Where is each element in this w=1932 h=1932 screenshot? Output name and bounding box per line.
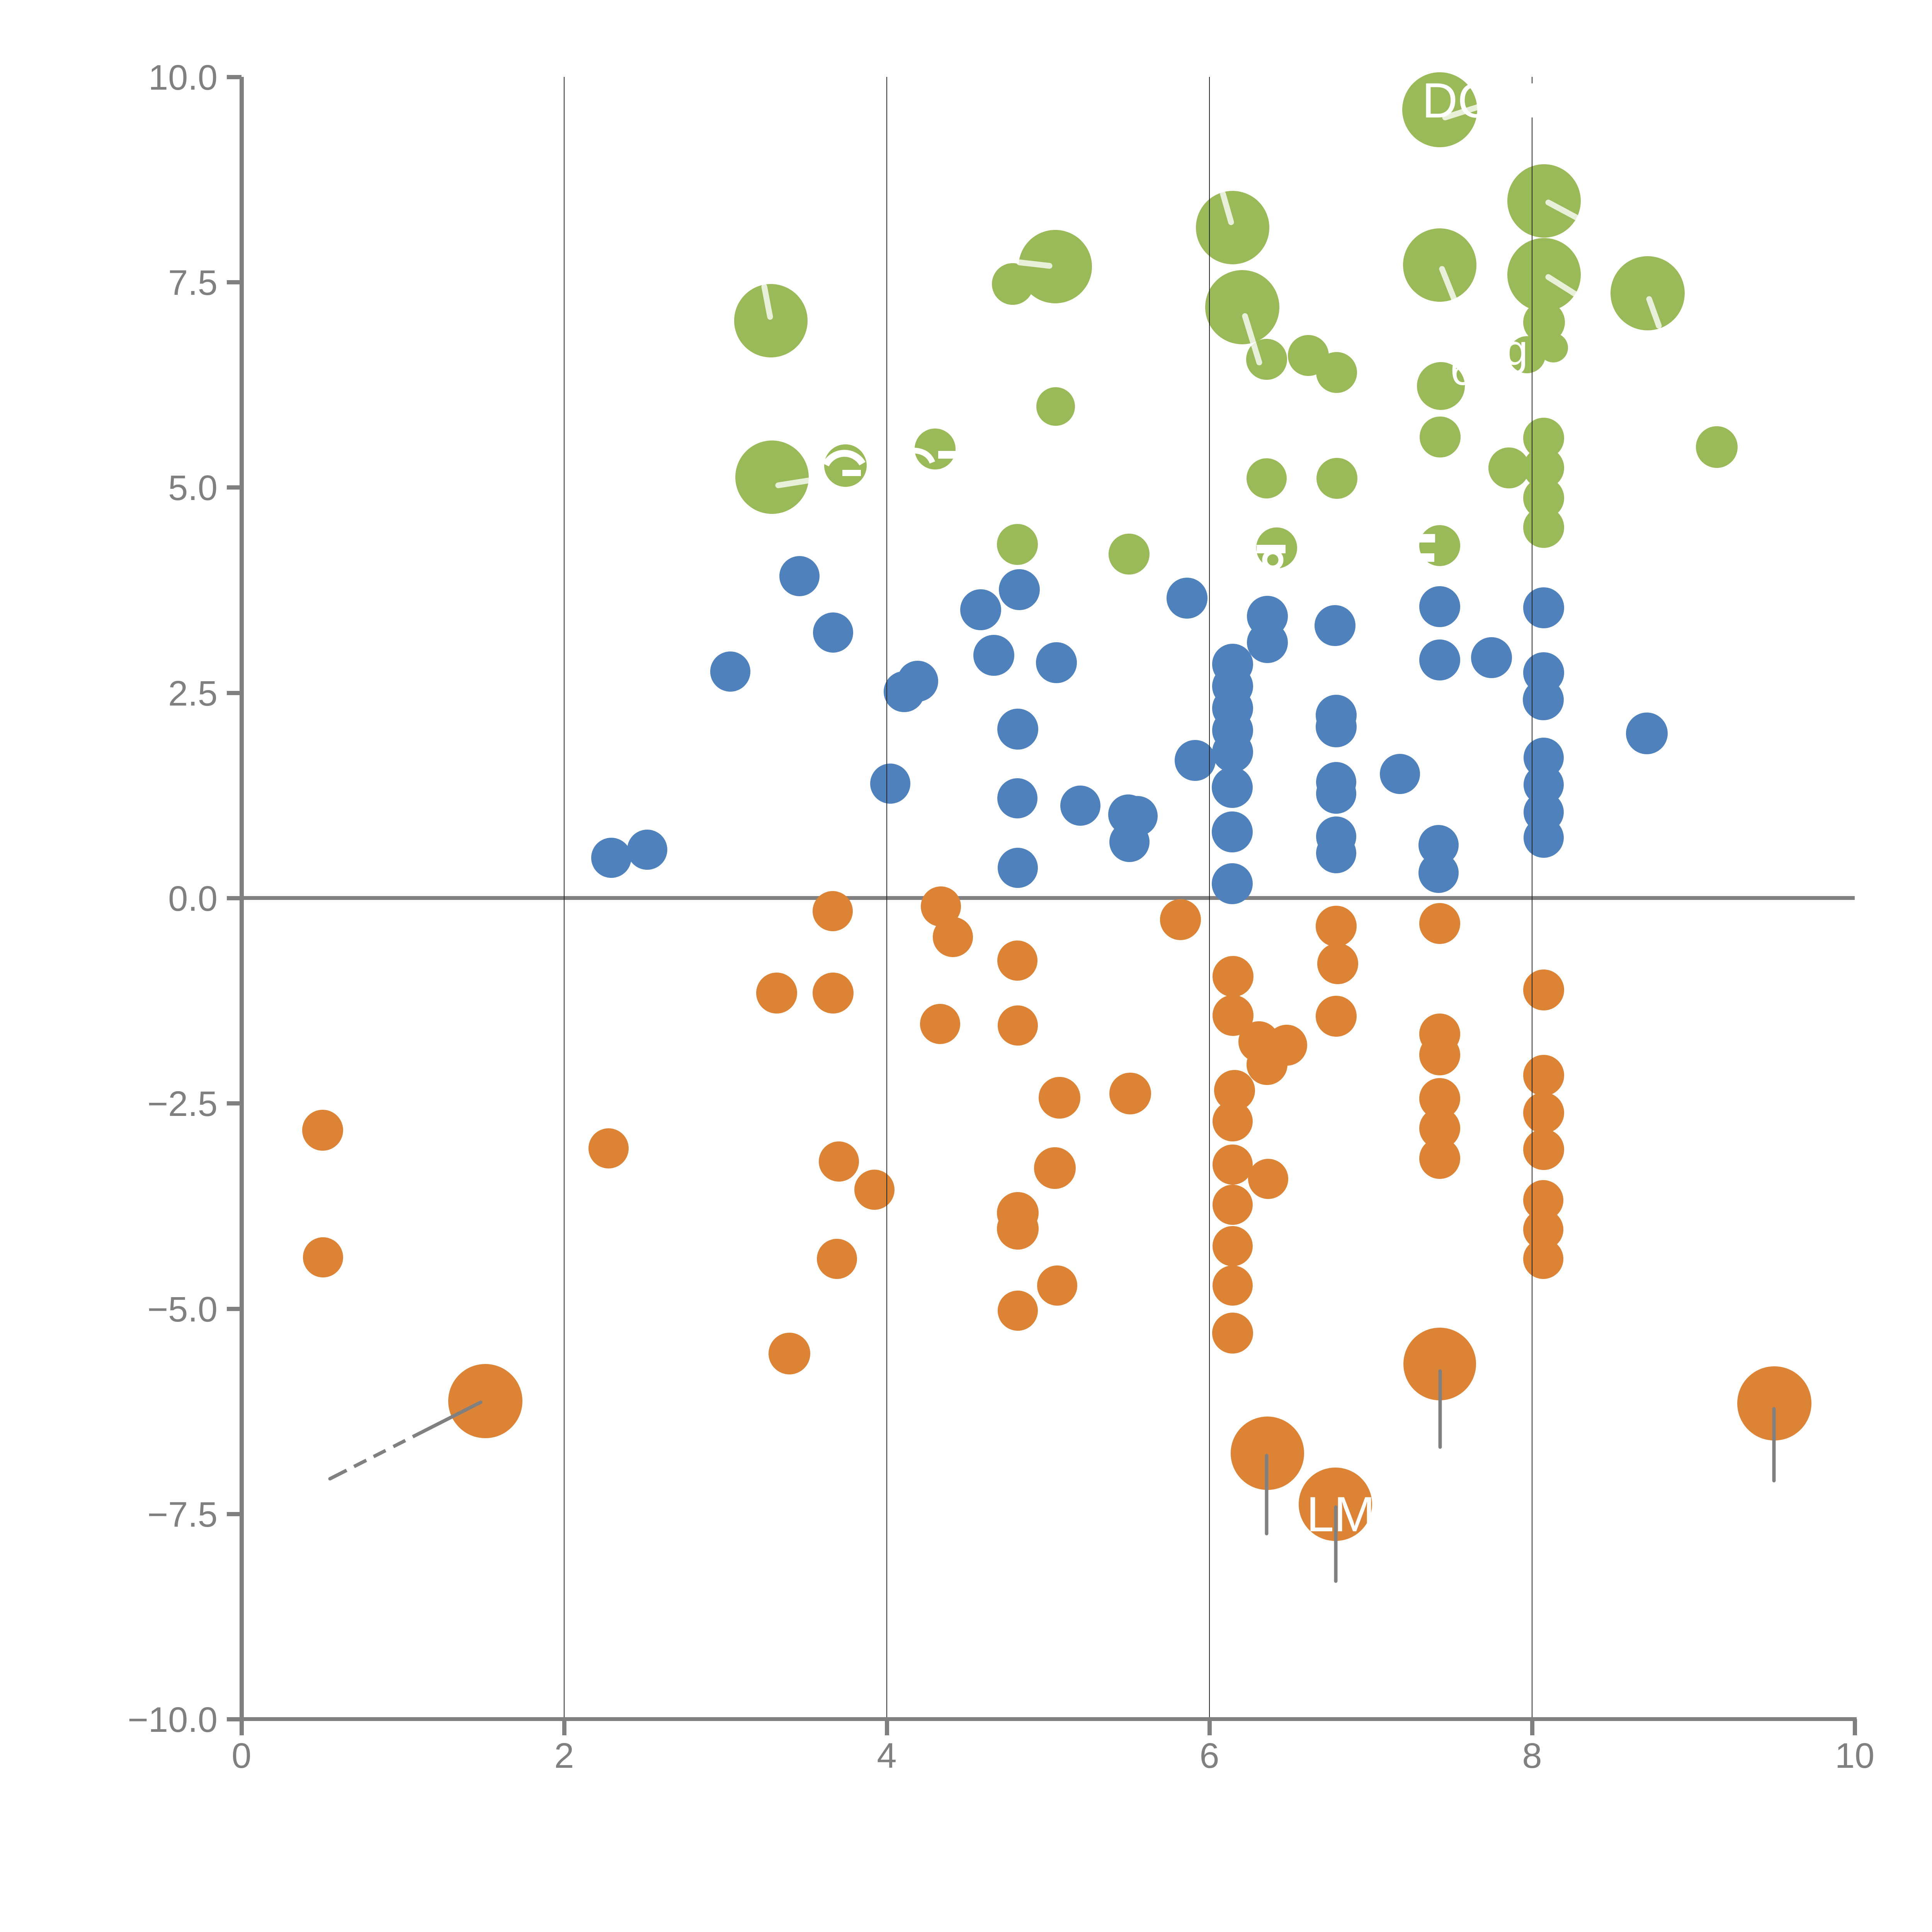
svg-text:−5.0: −5.0 [147, 1290, 218, 1329]
svg-text:6: 6 [1199, 1736, 1219, 1776]
svg-text:DOMINIC: DOMINIC [1422, 73, 1636, 128]
svg-text:LM: LM [1306, 1487, 1375, 1542]
svg-text:6: 6 [1450, 346, 1474, 394]
svg-text:8: 8 [1522, 1736, 1542, 1776]
svg-text:4: 4 [877, 1736, 896, 1776]
svg-text:0: 0 [231, 1736, 251, 1776]
svg-text:10: 10 [1835, 1736, 1874, 1776]
svg-text:7.5: 7.5 [168, 263, 218, 303]
svg-text:5.0: 5.0 [168, 468, 218, 508]
svg-text:−7.5: −7.5 [147, 1495, 218, 1534]
svg-text:g: g [1504, 326, 1528, 374]
svg-text:10.0: 10.0 [148, 58, 218, 97]
svg-text:2: 2 [554, 1736, 574, 1776]
svg-text:0.0: 0.0 [168, 879, 218, 918]
svg-text:2.5: 2.5 [168, 674, 218, 713]
svg-text:−10.0: −10.0 [128, 1700, 218, 1740]
svg-text:−2.5: −2.5 [147, 1084, 218, 1124]
